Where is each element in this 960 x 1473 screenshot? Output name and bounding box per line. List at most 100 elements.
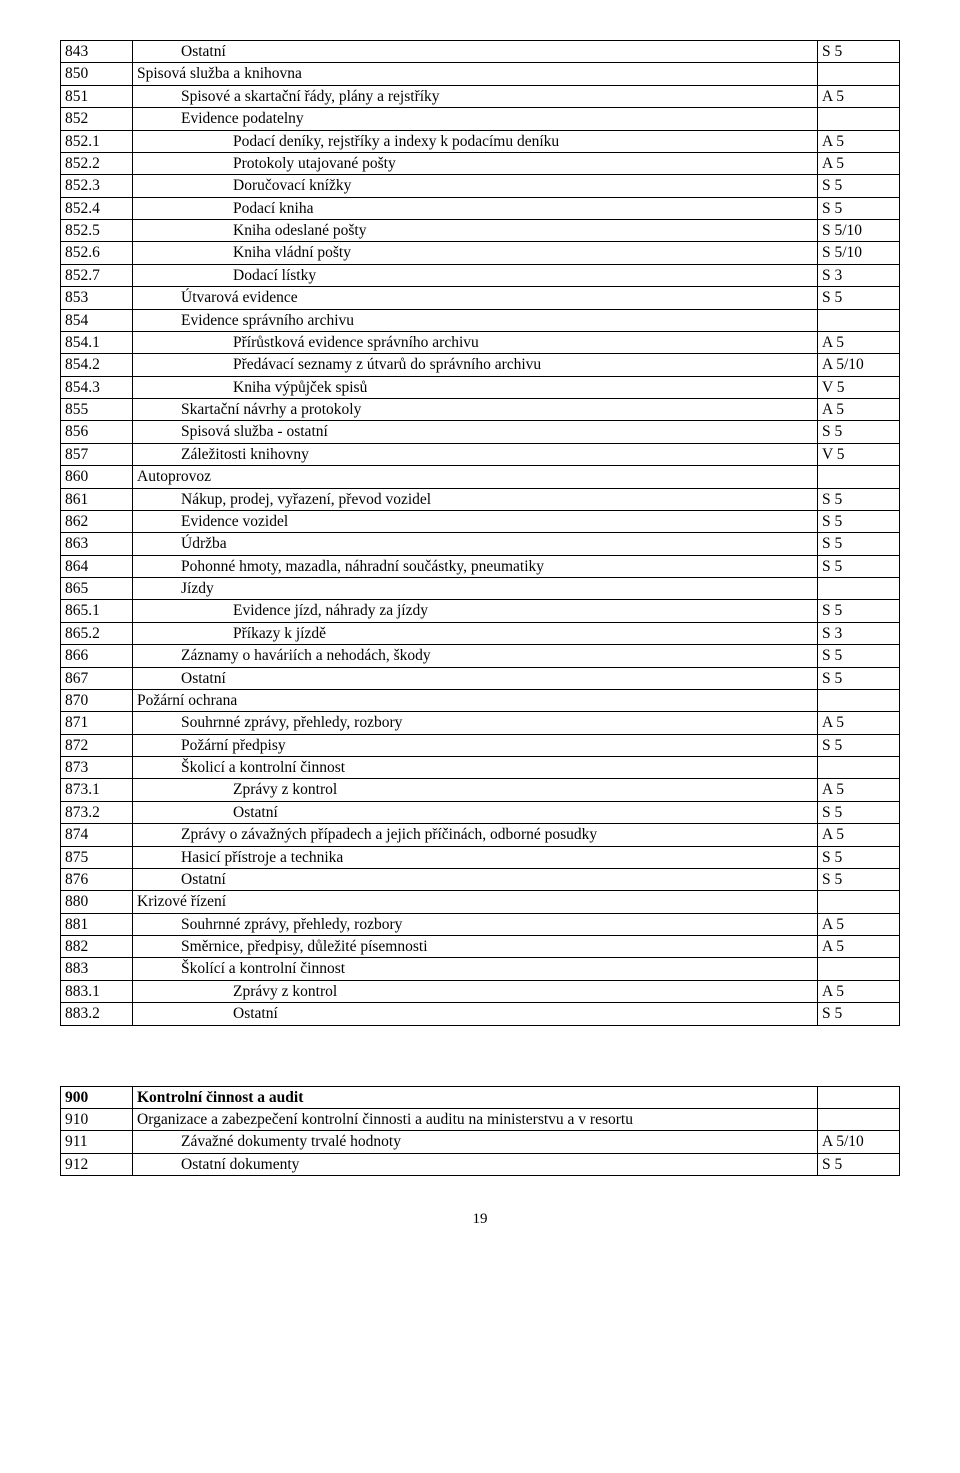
table-row: 865Jízdy bbox=[61, 578, 900, 600]
table-row: 852.3Doručovací knížkyS 5 bbox=[61, 175, 900, 197]
text-cell: Zprávy z kontrol bbox=[133, 779, 818, 801]
text-cell: Přírůstková evidence správního archivu bbox=[133, 331, 818, 353]
retention-cell: A 5 bbox=[818, 130, 900, 152]
table-row: 870Požární ochrana bbox=[61, 689, 900, 711]
code-cell: 855 bbox=[61, 399, 133, 421]
table-row: 843OstatníS 5 bbox=[61, 41, 900, 63]
text-cell: Kniha vládní pošty bbox=[133, 242, 818, 264]
code-cell: 852.2 bbox=[61, 152, 133, 174]
text-cell: Ostatní bbox=[133, 868, 818, 890]
code-cell: 872 bbox=[61, 734, 133, 756]
retention-cell bbox=[818, 958, 900, 980]
retention-cell bbox=[818, 757, 900, 779]
code-cell: 854.2 bbox=[61, 354, 133, 376]
table-row: 876OstatníS 5 bbox=[61, 868, 900, 890]
code-cell: 881 bbox=[61, 913, 133, 935]
code-cell: 883 bbox=[61, 958, 133, 980]
retention-cell bbox=[818, 1086, 900, 1108]
text-cell: Evidence jízd, náhrady za jízdy bbox=[133, 600, 818, 622]
retention-cell: S 5 bbox=[818, 287, 900, 309]
code-cell: 854.3 bbox=[61, 376, 133, 398]
text-cell: Dodací lístky bbox=[133, 264, 818, 286]
table-row: 866Záznamy o haváriích a nehodách, škody… bbox=[61, 645, 900, 667]
table-row: 862Evidence vozidelS 5 bbox=[61, 510, 900, 532]
retention-cell: A 5 bbox=[818, 980, 900, 1002]
text-cell: Evidence podatelny bbox=[133, 108, 818, 130]
retention-cell: A 5 bbox=[818, 85, 900, 107]
code-cell: 874 bbox=[61, 824, 133, 846]
retention-cell: S 5 bbox=[818, 41, 900, 63]
retention-cell: S 3 bbox=[818, 622, 900, 644]
table-row: 861Nákup, prodej, vyřazení, převod vozid… bbox=[61, 488, 900, 510]
text-cell: Zprávy z kontrol bbox=[133, 980, 818, 1002]
retention-cell: A 5 bbox=[818, 152, 900, 174]
table-row: 852.5Kniha odeslané poštyS 5/10 bbox=[61, 220, 900, 242]
text-cell: Školicí a kontrolní činnost bbox=[133, 757, 818, 779]
table-row: 854Evidence správního archivu bbox=[61, 309, 900, 331]
table-gap bbox=[60, 1026, 900, 1086]
code-cell: 854.1 bbox=[61, 331, 133, 353]
code-cell: 850 bbox=[61, 63, 133, 85]
code-cell: 852.6 bbox=[61, 242, 133, 264]
retention-cell: A 5 bbox=[818, 913, 900, 935]
retention-cell bbox=[818, 63, 900, 85]
retention-cell: A 5 bbox=[818, 936, 900, 958]
second-filing-table: 900Kontrolní činnost a audit910Organizac… bbox=[60, 1086, 900, 1177]
text-cell: Jízdy bbox=[133, 578, 818, 600]
retention-cell: A 5/10 bbox=[818, 1131, 900, 1153]
table-row: 900Kontrolní činnost a audit bbox=[61, 1086, 900, 1108]
retention-cell: S 5 bbox=[818, 868, 900, 890]
table-row: 854.1Přírůstková evidence správního arch… bbox=[61, 331, 900, 353]
code-cell: 883.1 bbox=[61, 980, 133, 1002]
retention-cell: S 5 bbox=[818, 488, 900, 510]
table-row: 864Pohonné hmoty, mazadla, náhradní souč… bbox=[61, 555, 900, 577]
retention-cell: A 5 bbox=[818, 712, 900, 734]
retention-cell: S 5 bbox=[818, 846, 900, 868]
code-cell: 865.2 bbox=[61, 622, 133, 644]
retention-cell: V 5 bbox=[818, 443, 900, 465]
table-row: 855Skartační návrhy a protokolyA 5 bbox=[61, 399, 900, 421]
text-cell: Útvarová evidence bbox=[133, 287, 818, 309]
table-row: 852.2Protokoly utajované poštyA 5 bbox=[61, 152, 900, 174]
retention-cell: S 5 bbox=[818, 175, 900, 197]
code-cell: 866 bbox=[61, 645, 133, 667]
table-row: 911Závažné dokumenty trvalé hodnotyA 5/1… bbox=[61, 1131, 900, 1153]
text-cell: Kniha odeslané pošty bbox=[133, 220, 818, 242]
code-cell: 911 bbox=[61, 1131, 133, 1153]
text-cell: Krizové řízení bbox=[133, 891, 818, 913]
retention-cell: S 5 bbox=[818, 510, 900, 532]
table-row: 856Spisová služba - ostatníS 5 bbox=[61, 421, 900, 443]
retention-cell: A 5 bbox=[818, 331, 900, 353]
retention-cell bbox=[818, 891, 900, 913]
text-cell: Organizace a zabezpečení kontrolní činno… bbox=[133, 1108, 818, 1130]
code-cell: 900 bbox=[61, 1086, 133, 1108]
table-row: 874Zprávy o závažných případech a jejich… bbox=[61, 824, 900, 846]
code-cell: 852.1 bbox=[61, 130, 133, 152]
text-cell: Nákup, prodej, vyřazení, převod vozidel bbox=[133, 488, 818, 510]
table-row: 883Školící a kontrolní činnost bbox=[61, 958, 900, 980]
text-cell: Podací kniha bbox=[133, 197, 818, 219]
code-cell: 857 bbox=[61, 443, 133, 465]
text-cell: Směrnice, předpisy, důležité písemnosti bbox=[133, 936, 818, 958]
table-row: 883.2OstatníS 5 bbox=[61, 1003, 900, 1025]
code-cell: 862 bbox=[61, 510, 133, 532]
text-cell: Doručovací knížky bbox=[133, 175, 818, 197]
code-cell: 852.4 bbox=[61, 197, 133, 219]
code-cell: 861 bbox=[61, 488, 133, 510]
code-cell: 843 bbox=[61, 41, 133, 63]
retention-cell bbox=[818, 1108, 900, 1130]
retention-cell: A 5 bbox=[818, 824, 900, 846]
code-cell: 860 bbox=[61, 466, 133, 488]
text-cell: Evidence správního archivu bbox=[133, 309, 818, 331]
table-row: 854.2Předávací seznamy z útvarů do správ… bbox=[61, 354, 900, 376]
retention-cell: A 5 bbox=[818, 779, 900, 801]
code-cell: 880 bbox=[61, 891, 133, 913]
retention-cell bbox=[818, 689, 900, 711]
text-cell: Předávací seznamy z útvarů do správního … bbox=[133, 354, 818, 376]
page-number: 19 bbox=[60, 1211, 900, 1228]
table-row: 883.1Zprávy z kontrolA 5 bbox=[61, 980, 900, 1002]
text-cell: Spisové a skartační řády, plány a rejstř… bbox=[133, 85, 818, 107]
text-cell: Ostatní bbox=[133, 1003, 818, 1025]
code-cell: 870 bbox=[61, 689, 133, 711]
code-cell: 852.5 bbox=[61, 220, 133, 242]
